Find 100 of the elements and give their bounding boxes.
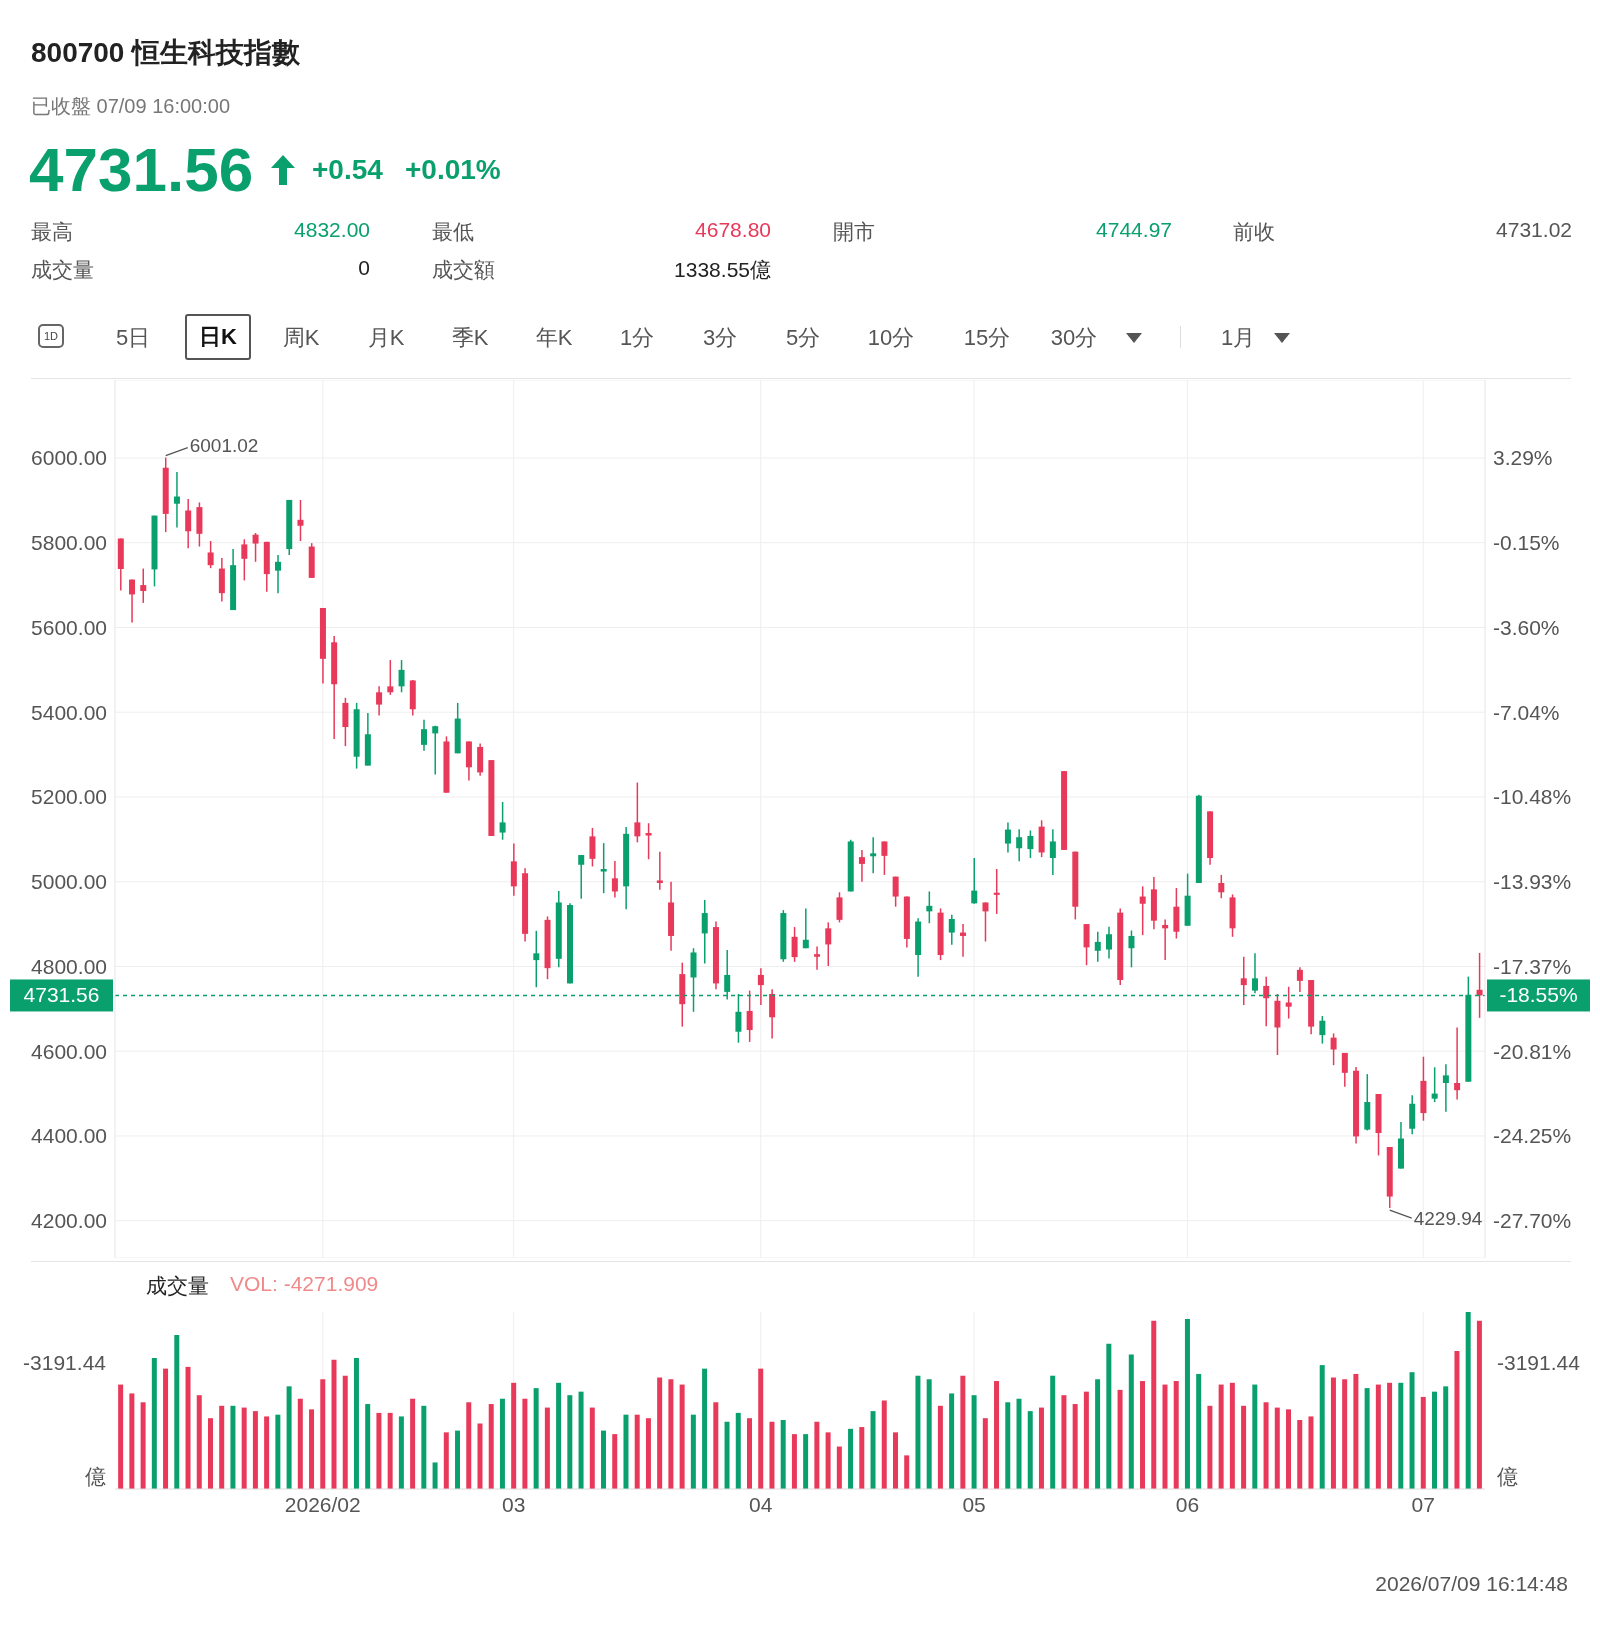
- bar: [398, 1416, 404, 1489]
- candlestick: [814, 945, 821, 971]
- bar: [982, 1418, 988, 1489]
- candlestick: [881, 840, 888, 876]
- bar: [331, 1359, 337, 1489]
- candlestick: [757, 967, 764, 1006]
- y2-tick-label: -7.04%: [1493, 700, 1560, 724]
- bar: [185, 1366, 191, 1489]
- bar: [1072, 1404, 1078, 1489]
- text: 成交量: [31, 257, 94, 283]
- candlestick: [421, 719, 427, 752]
- text: 4678.80: [695, 218, 771, 242]
- text: 日K: [185, 314, 251, 360]
- text: 1分: [618, 324, 656, 352]
- bar: [668, 1379, 674, 1489]
- bar: [342, 1375, 348, 1489]
- bar: [365, 1404, 371, 1489]
- text: 已收盤 07/09 16:00:00: [31, 94, 231, 119]
- candlestick: [533, 930, 540, 988]
- candlestick: [499, 801, 506, 841]
- bar: [690, 1414, 696, 1489]
- text: 億: [1497, 1464, 1518, 1490]
- bar: [1061, 1395, 1067, 1489]
- bar: [297, 1398, 303, 1489]
- text: 前收: [1233, 219, 1275, 245]
- text: 4744.97: [1096, 218, 1172, 242]
- y2-tick-label: -27.70%: [1493, 1209, 1572, 1233]
- bar: [118, 1384, 124, 1489]
- bar: [320, 1379, 326, 1489]
- y2-tick-label: -13.93%: [1493, 870, 1572, 894]
- annotation: 4229.94: [1413, 1208, 1483, 1230]
- bar: [533, 1388, 539, 1489]
- bar: [286, 1386, 292, 1489]
- candlestick: [252, 532, 259, 563]
- candlestick: [185, 498, 192, 549]
- candlestick: [1296, 966, 1303, 993]
- candlestick: [971, 857, 978, 905]
- candlestick: [858, 849, 865, 883]
- y2-tick-label: -10.48%: [1493, 785, 1572, 809]
- bar: [634, 1414, 640, 1489]
- bar: [612, 1434, 618, 1489]
- y-tick-label: 4600.00: [31, 1039, 107, 1063]
- y-tick-label: 5600.00: [31, 615, 107, 639]
- bar: [1465, 1312, 1471, 1489]
- text: -3191.44: [1497, 1351, 1580, 1375]
- candlestick: [387, 659, 394, 696]
- bar: [1409, 1372, 1415, 1489]
- candlestick: [589, 827, 596, 868]
- ref-line-label: 4731.56: [23, 983, 100, 1007]
- candlestick: [275, 554, 282, 594]
- candlestick: [140, 567, 147, 604]
- calendar-icon: 1D: [38, 324, 64, 348]
- bar: [881, 1400, 887, 1489]
- text: 2026/07/09 16:14:48: [1375, 1572, 1568, 1596]
- candlestick: [1251, 952, 1258, 994]
- bar: [252, 1411, 258, 1489]
- candlestick: [1285, 986, 1292, 1020]
- y-tick-label: 5800.00: [31, 531, 107, 555]
- text: 3分: [701, 324, 739, 352]
- candlestick: [1106, 925, 1112, 960]
- bar: [679, 1384, 685, 1489]
- bar: [623, 1414, 629, 1489]
- bar: [645, 1418, 651, 1489]
- bar: [207, 1418, 213, 1489]
- bar: [724, 1421, 730, 1489]
- bar: [1297, 1419, 1303, 1489]
- bar: [825, 1432, 831, 1489]
- candlestick: [701, 899, 708, 965]
- candlestick: [892, 875, 899, 908]
- candlestick: [1049, 828, 1056, 876]
- candlestick: [825, 921, 832, 967]
- y2-tick-label: -24.25%: [1493, 1124, 1572, 1148]
- bar: [241, 1407, 247, 1489]
- candlestick: [836, 891, 843, 924]
- bar: [1184, 1319, 1190, 1489]
- bar: [275, 1414, 281, 1489]
- bar: [971, 1395, 977, 1489]
- bar: [937, 1405, 943, 1489]
- bar: [1420, 1396, 1426, 1489]
- bar: [1319, 1365, 1325, 1489]
- bar: [432, 1462, 438, 1489]
- y2-tick-label: -3.60%: [1493, 616, 1560, 640]
- bar: [410, 1398, 416, 1489]
- bar: [949, 1393, 955, 1489]
- bar: [960, 1375, 966, 1489]
- x-tick-label: 2026/02: [284, 1492, 361, 1516]
- bar: [421, 1405, 427, 1489]
- bar: [196, 1395, 202, 1489]
- candlestick: [645, 822, 652, 861]
- candlestick: [376, 685, 383, 717]
- bar: [1095, 1379, 1101, 1489]
- text: 15分: [962, 324, 1012, 352]
- candlestick: [1330, 1032, 1337, 1066]
- text: 季K: [450, 324, 490, 352]
- bar: [1387, 1382, 1393, 1489]
- candlestick: [1128, 929, 1135, 969]
- candlestick: [432, 725, 439, 776]
- candlestick: [960, 923, 967, 958]
- bar: [836, 1446, 842, 1489]
- bar: [735, 1412, 741, 1489]
